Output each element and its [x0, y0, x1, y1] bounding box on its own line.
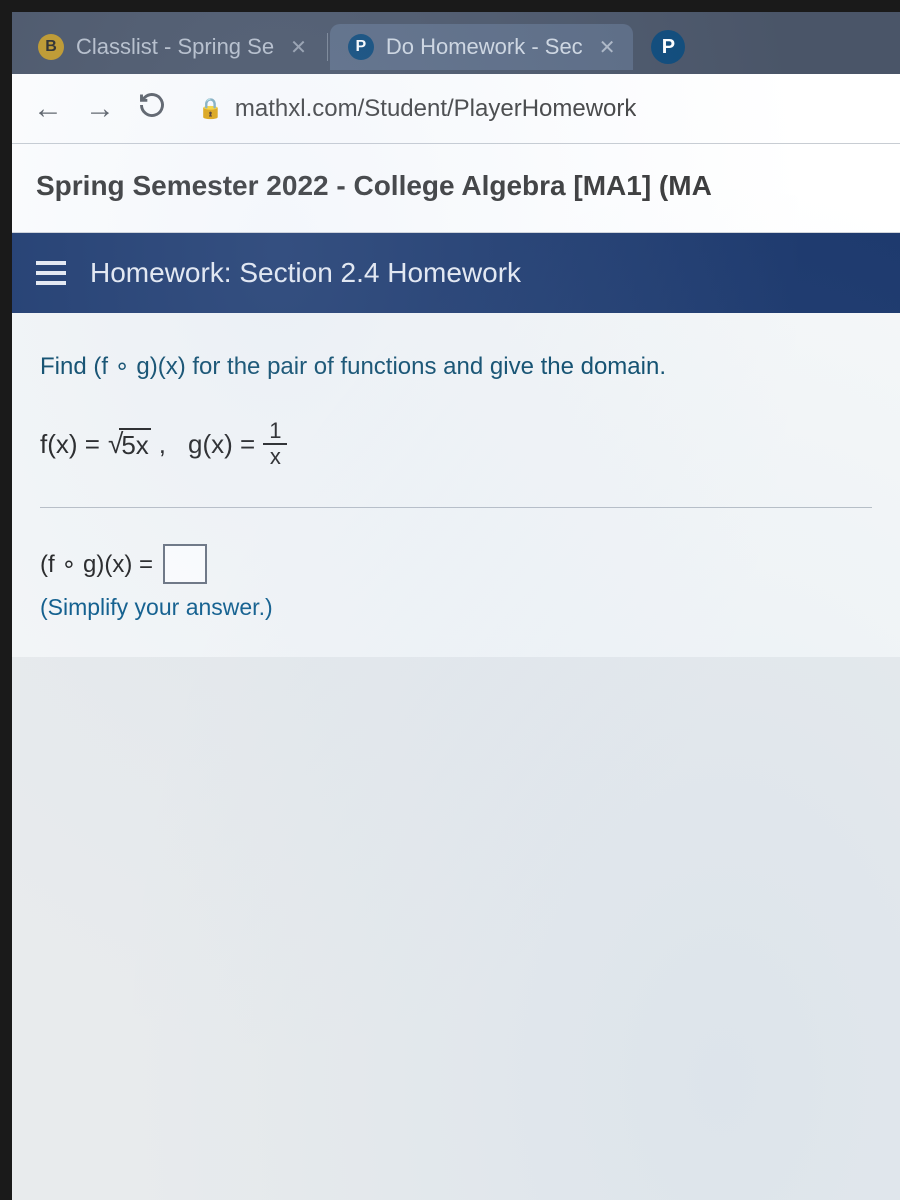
homework-title: Homework: Section 2.4 Homework	[90, 257, 521, 289]
answer-section: (f ∘ g)(x) = (Simplify your answer.)	[40, 544, 872, 621]
address-bar: ← → 🔒 mathxl.com/Student/PlayerHomework	[12, 74, 900, 144]
close-icon[interactable]: ✕	[290, 35, 307, 60]
reload-button[interactable]	[136, 91, 168, 127]
comma: ,	[159, 429, 166, 460]
course-title: Spring Semester 2022 - College Algebra […	[12, 144, 900, 233]
tab-classlist[interactable]: B Classlist - Spring Se ✕	[20, 24, 325, 70]
url-field[interactable]: 🔒 mathxl.com/Student/PlayerHomework	[188, 95, 880, 123]
menu-icon[interactable]	[36, 261, 66, 285]
forward-button[interactable]: →	[84, 92, 116, 126]
tab-separator	[327, 33, 328, 61]
g-definition-prefix: g(x) =	[188, 429, 255, 460]
simplify-hint: (Simplify your answer.)	[40, 594, 872, 621]
tab-title: Do Homework - Sec	[386, 34, 583, 60]
square-root: √ 5x	[108, 428, 151, 461]
browser-tab-bar: B Classlist - Spring Se ✕ P Do Homework …	[12, 12, 900, 74]
reload-icon	[138, 91, 166, 119]
divider	[40, 507, 872, 508]
fraction: 1 x	[263, 419, 287, 469]
favicon-homework: P	[348, 34, 374, 60]
favicon-classlist: B	[38, 34, 64, 60]
tab-homework[interactable]: P Do Homework - Sec ✕	[330, 24, 634, 70]
fraction-denominator: x	[264, 445, 287, 469]
answer-prefix: (f ∘ g)(x) =	[40, 550, 153, 579]
new-tab-button[interactable]: P	[651, 30, 685, 64]
f-definition-prefix: f(x) =	[40, 429, 100, 460]
homework-header-bar: Homework: Section 2.4 Homework	[12, 233, 900, 313]
lock-icon: 🔒	[198, 96, 223, 121]
problem-prompt: Find (f ∘ g)(x) for the pair of function…	[40, 349, 872, 385]
fraction-numerator: 1	[263, 419, 287, 445]
answer-input[interactable]	[163, 544, 207, 584]
back-button[interactable]: ←	[32, 92, 64, 126]
homework-label: Homework:	[90, 257, 232, 288]
homework-name: Section 2.4 Homework	[239, 257, 521, 288]
sqrt-content: 5x	[119, 428, 150, 461]
close-icon[interactable]: ✕	[599, 35, 616, 60]
problem-area: Find (f ∘ g)(x) for the pair of function…	[12, 313, 900, 657]
tab-title: Classlist - Spring Se	[76, 34, 274, 60]
given-functions: f(x) = √ 5x , g(x) = 1 x	[40, 419, 872, 469]
url-text: mathxl.com/Student/PlayerHomework	[235, 95, 636, 123]
